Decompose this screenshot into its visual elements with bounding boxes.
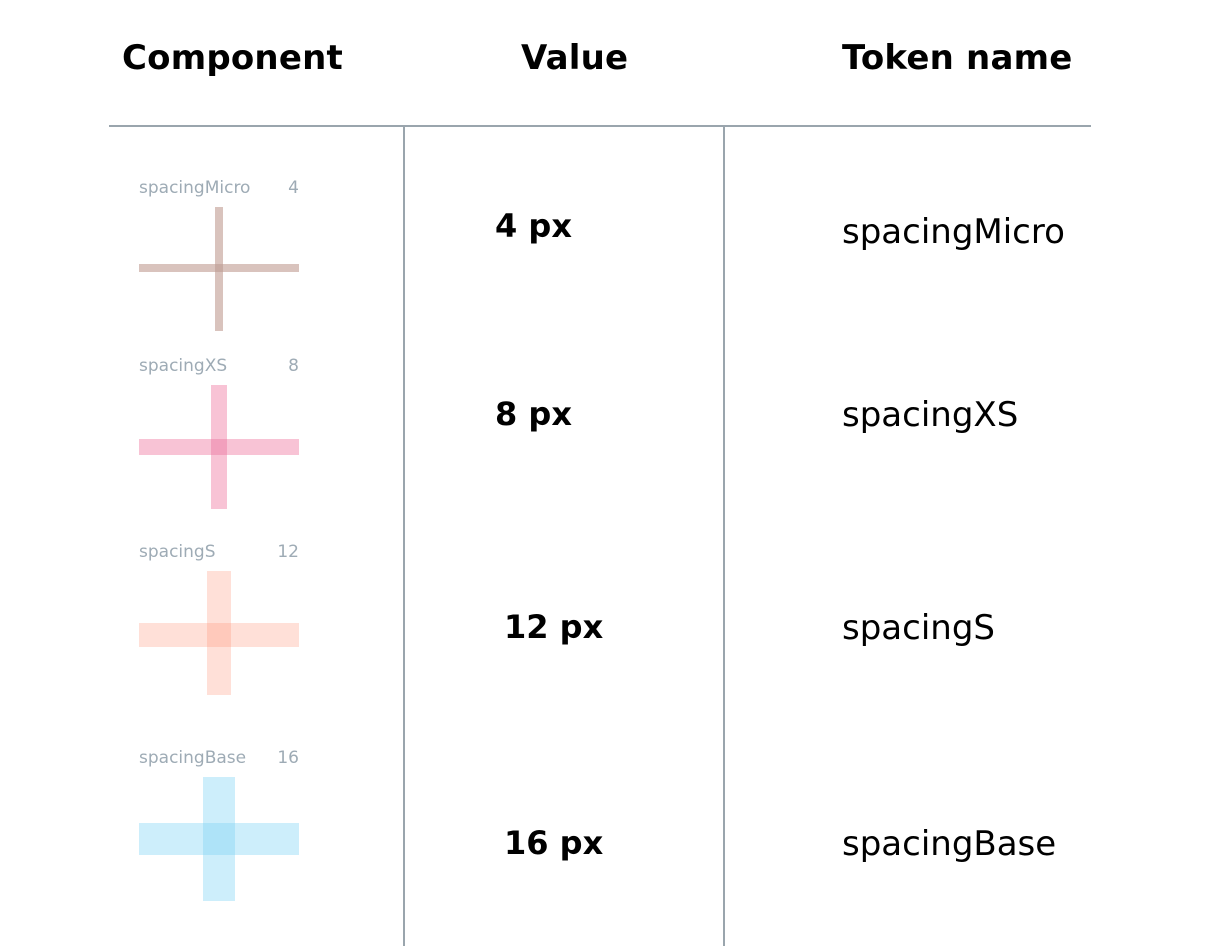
spacing-cross-icon — [139, 777, 299, 901]
spacing-cross-icon — [139, 571, 299, 695]
spacing-swatch: spacingS 12 — [139, 542, 299, 702]
token-name-cell: spacingMicro — [842, 212, 1065, 252]
value-cell: 12 px — [504, 608, 604, 646]
value-cell: 4 px — [495, 207, 572, 245]
swatch-label: spacingXS — [139, 356, 228, 376]
header-divider — [109, 125, 1091, 127]
token-name-cell: spacingXS — [842, 395, 1019, 435]
header-token-name: Token name — [842, 38, 1073, 78]
spacing-cross-icon — [139, 207, 299, 331]
value-cell: 16 px — [504, 824, 604, 862]
swatch-number: 8 — [288, 356, 299, 376]
swatch-number: 12 — [277, 542, 299, 562]
spacing-cross-icon — [139, 385, 299, 509]
column-divider-2 — [723, 126, 725, 946]
spacing-swatch: spacingXS 8 — [139, 356, 299, 516]
value-cell: 8 px — [495, 395, 572, 433]
spacing-swatch: spacingMicro 4 — [139, 178, 299, 338]
swatch-label: spacingBase — [139, 748, 247, 768]
swatch-label: spacingS — [139, 542, 216, 562]
header-value: Value — [521, 38, 629, 78]
token-name-cell: spacingBase — [842, 824, 1057, 864]
swatch-number: 4 — [288, 178, 299, 198]
spacing-swatch: spacingBase 16 — [139, 748, 299, 908]
token-name-cell: spacingS — [842, 608, 995, 648]
header-component: Component — [122, 38, 343, 78]
column-divider-1 — [403, 126, 405, 946]
swatch-label: spacingMicro — [139, 178, 251, 198]
swatch-number: 16 — [277, 748, 299, 768]
